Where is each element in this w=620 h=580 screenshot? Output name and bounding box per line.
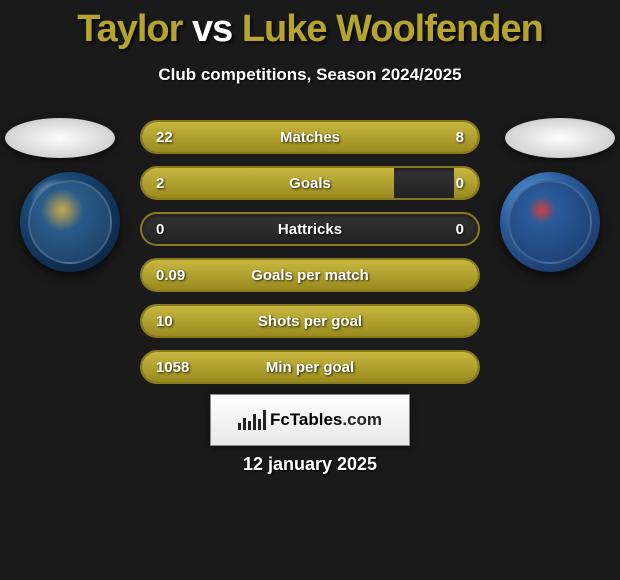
bar-fill-left	[142, 352, 478, 382]
stat-bars: 22Matches8 2Goals0 0Hattricks0 0.09Goals pe…	[140, 120, 480, 396]
stat-value-right: 0	[420, 221, 464, 238]
date-label: 12 january 2025	[0, 454, 620, 475]
watermark-brand: FcTables	[270, 410, 342, 429]
subtitle: Club competitions, Season 2024/2025	[0, 65, 620, 85]
stat-value-left: 0	[156, 221, 200, 238]
stat-bar: 0Hattricks0	[140, 212, 480, 246]
bar-fill-left	[142, 122, 387, 152]
player1-avatar	[5, 118, 115, 158]
bar-fill-right	[454, 168, 478, 198]
watermark-text: FcTables.com	[270, 410, 382, 430]
stat-bar: 1058Min per goal	[140, 350, 480, 384]
stat-bar: 2Goals0	[140, 166, 480, 200]
player2-avatar	[505, 118, 615, 158]
team1-badge-inner	[28, 180, 112, 264]
team2-badge-inner	[508, 180, 592, 264]
comparison-title: Taylor vs Luke Woolfenden	[0, 0, 620, 51]
player1-name: Taylor	[77, 8, 182, 50]
bar-fill-left	[142, 168, 394, 198]
bar-label-row: 0Hattricks0	[142, 214, 478, 244]
bar-fill-right	[387, 122, 478, 152]
team1-badge	[20, 172, 120, 272]
bar-fill-left	[142, 260, 478, 290]
stat-bar: 22Matches8	[140, 120, 480, 154]
watermark: FcTables.com	[210, 394, 410, 446]
vs-label: vs	[192, 8, 232, 50]
stat-label: Hattricks	[200, 221, 420, 238]
watermark-tld: .com	[342, 410, 382, 429]
player2-name: Luke Woolfenden	[242, 8, 543, 50]
team2-badge	[500, 172, 600, 272]
bar-fill-left	[142, 306, 478, 336]
stat-bar: 10Shots per goal	[140, 304, 480, 338]
stat-bar: 0.09Goals per match	[140, 258, 480, 292]
fctables-icon	[238, 410, 266, 430]
